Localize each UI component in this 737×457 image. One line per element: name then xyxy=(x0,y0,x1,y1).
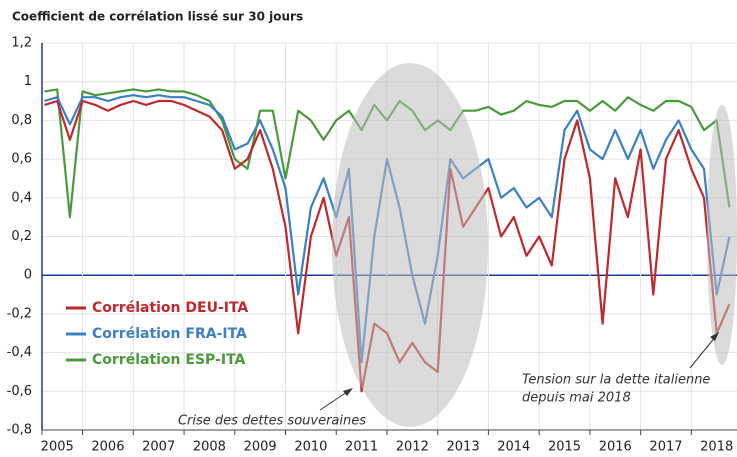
x-tick-label: 2014 xyxy=(497,440,530,455)
x-tick-label: 2010 xyxy=(294,440,327,455)
annotation: Tension sur la dette italienne xyxy=(522,373,710,388)
chart-title: Coefficient de corrélation lissé sur 30 … xyxy=(12,10,303,24)
annotation: depuis mai 2018 xyxy=(522,391,631,406)
highlight xyxy=(707,105,737,365)
x-tick-label: 2013 xyxy=(447,440,480,455)
y-tick-label: -0,6 xyxy=(7,384,32,399)
y-tick-label: 1 xyxy=(24,74,32,89)
y-tick-label: 0,4 xyxy=(11,190,32,205)
legend-label: Corrélation ESP-ITA xyxy=(92,352,246,368)
legend-label: Corrélation FRA-ITA xyxy=(92,326,247,342)
x-tick-label: 2007 xyxy=(142,440,175,455)
arrow-head xyxy=(710,332,719,341)
x-tick-label: 2015 xyxy=(548,440,581,455)
x-tick-label: 2018 xyxy=(700,440,733,455)
arrow-head xyxy=(343,388,353,396)
x-tick-label: 2012 xyxy=(396,440,429,455)
x-tick-label: 2016 xyxy=(599,440,632,455)
y-tick-label: 0,8 xyxy=(11,113,32,128)
x-tick-label: 2008 xyxy=(193,440,226,455)
x-tick-label: 2011 xyxy=(345,440,378,455)
legend-label: Corrélation DEU-ITA xyxy=(92,300,248,316)
x-tick-label: 2017 xyxy=(649,440,682,455)
y-tick-label: -0,4 xyxy=(7,345,32,360)
x-tick-label: 2009 xyxy=(244,440,277,455)
highlight xyxy=(332,63,488,427)
annotation-arrow xyxy=(689,335,717,369)
y-tick-label: 0 xyxy=(24,268,32,283)
y-tick-label: 0,6 xyxy=(11,152,32,167)
annotation: Crise des dettes souveraines xyxy=(178,414,366,429)
y-tick-label: -0,8 xyxy=(7,423,32,438)
x-tick-label: 2005 xyxy=(41,440,74,455)
y-tick-label: -0,2 xyxy=(7,306,32,321)
x-tick-label: 2006 xyxy=(91,440,124,455)
y-tick-label: 1,2 xyxy=(11,36,32,51)
y-tick-label: 0,2 xyxy=(11,229,32,244)
